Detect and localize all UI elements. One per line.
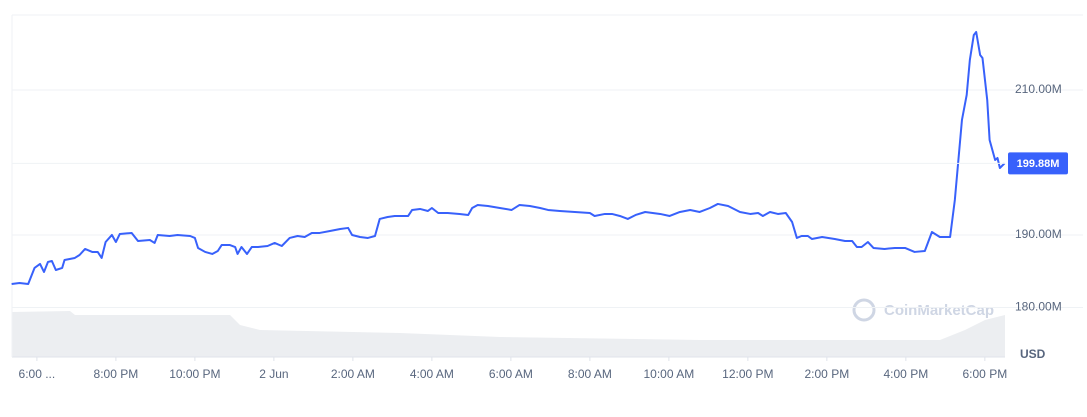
x-tick-label: 4:00 PM xyxy=(884,367,929,381)
x-tick-label: 10:00 AM xyxy=(644,367,695,381)
last-value-label: 199.88M xyxy=(1017,158,1060,170)
y-tick-label: 180.00M xyxy=(1015,300,1062,314)
watermark: CoinMarketCap xyxy=(852,298,994,322)
x-tick-label: 6:00 ... xyxy=(19,367,56,381)
x-tick-label: 10:00 PM xyxy=(169,367,220,381)
last-value-box xyxy=(1008,152,1068,175)
x-tick-label: 6:00 AM xyxy=(489,367,533,381)
volume-area xyxy=(12,311,1005,357)
x-tick-label: 6:00 PM xyxy=(963,367,1008,381)
x-tick-label: 2:00 PM xyxy=(805,367,850,381)
x-tick-label: 12:00 PM xyxy=(722,367,773,381)
price-line xyxy=(11,30,1006,285)
x-tick-label: 4:00 AM xyxy=(410,367,454,381)
watermark-text: CoinMarketCap xyxy=(884,302,994,319)
y-tick-label: 190.00M xyxy=(1015,227,1062,241)
y-tick-label: 210.00M xyxy=(1015,82,1062,96)
y-axis-label: USD xyxy=(1020,347,1046,361)
x-tick-label: 2:00 AM xyxy=(331,367,375,381)
x-tick-label: 8:00 PM xyxy=(94,367,139,381)
x-tick-label: 2 Jun xyxy=(259,367,288,381)
x-tick-label: 8:00 AM xyxy=(568,367,612,381)
